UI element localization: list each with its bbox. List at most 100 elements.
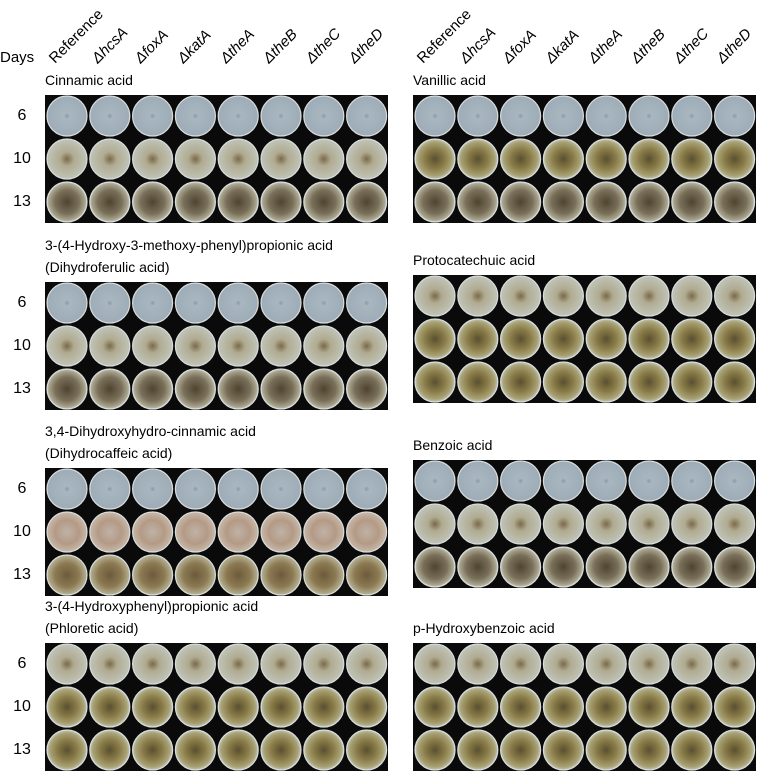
day-label: 10 [13, 150, 31, 167]
panel-title: Protocatechuic acid [413, 252, 535, 268]
petri-dish [542, 686, 585, 728]
petri-dish [628, 729, 670, 771]
petri-dish [628, 95, 670, 137]
petri-dish [132, 282, 174, 324]
petri-dish [414, 643, 456, 685]
petri-dish [414, 181, 456, 223]
petri-dish [585, 686, 627, 728]
petri-dish [217, 729, 259, 771]
petri-dish [89, 181, 131, 223]
day-label: 6 [18, 480, 27, 497]
column-header: ΔtheA [584, 26, 626, 68]
panel-title: (Phloretic acid) [45, 620, 138, 636]
panel-title: Cinnamic acid [45, 72, 133, 88]
petri-dish [542, 275, 585, 317]
petri-dish [414, 546, 456, 588]
petri-dish [499, 95, 542, 137]
petri-dish [46, 138, 88, 180]
petri-dish [303, 729, 345, 771]
petri-dish [671, 318, 713, 360]
petri-dish [499, 729, 542, 771]
petri-dish [628, 181, 670, 223]
petri-dish [46, 729, 88, 771]
petri-dish [46, 282, 88, 324]
petri-dish [414, 275, 456, 317]
petri-dish [132, 729, 174, 771]
petri-dish [132, 95, 174, 137]
column-header: ΔtheC [670, 25, 712, 67]
petri-dish [542, 181, 585, 223]
petri-dish [303, 468, 345, 510]
petri-dish [46, 325, 88, 367]
petri-dish [89, 643, 131, 685]
petri-dish [628, 503, 670, 545]
column-header: ΔkatA [174, 26, 215, 67]
petri-dish [346, 643, 388, 685]
petri-dish [499, 361, 542, 403]
petri-dish [217, 181, 259, 223]
petri-dish [457, 546, 499, 588]
petri-dish [217, 95, 259, 137]
petri-dish [260, 686, 302, 728]
petri-dish [260, 138, 302, 180]
petri-dish [346, 282, 388, 324]
petri-dish [499, 181, 542, 223]
petri-dish [303, 325, 345, 367]
petri-dish [671, 460, 713, 502]
petri-dish [671, 95, 713, 137]
day-label: 13 [13, 741, 31, 758]
column-header: ΔtheD [713, 25, 755, 67]
petri-dish [499, 643, 542, 685]
petri-dish [46, 181, 88, 223]
day-label: 13 [13, 566, 31, 583]
day-label: 6 [18, 655, 27, 672]
petri-dish [671, 686, 713, 728]
panel-title: (Dihydroferulic acid) [45, 259, 169, 275]
day-label: 6 [18, 107, 27, 124]
days-label: Days [0, 49, 34, 66]
petri-dish [713, 181, 756, 223]
petri-dish [303, 282, 345, 324]
petri-dish [542, 643, 585, 685]
petri-dish [174, 554, 216, 596]
petri-dish [46, 95, 88, 137]
petri-dish [89, 282, 131, 324]
petri-dish [628, 318, 670, 360]
column-header: ΔhcsA [88, 24, 131, 67]
column-header: ΔtheA [216, 26, 258, 68]
petri-dish [346, 729, 388, 771]
petri-dish [542, 318, 585, 360]
petri-dish [713, 95, 756, 137]
petri-dish [713, 275, 756, 317]
petri-dish [585, 318, 627, 360]
day-label: 10 [13, 698, 31, 715]
petri-dish [217, 511, 259, 553]
petri-dish [346, 138, 388, 180]
petri-dish [132, 368, 174, 410]
petri-dish [713, 361, 756, 403]
petri-dish [346, 686, 388, 728]
petri-dish [174, 368, 216, 410]
petri-dish [713, 503, 756, 545]
petri-dish [628, 361, 670, 403]
petri-dish [46, 368, 88, 410]
day-label: 6 [18, 294, 27, 311]
column-header: ΔtheB [627, 26, 669, 68]
petri-dish [457, 361, 499, 403]
petri-dish [303, 368, 345, 410]
petri-dish [457, 138, 499, 180]
petri-dish [132, 325, 174, 367]
petri-dish [217, 368, 259, 410]
petri-dish [260, 95, 302, 137]
petri-dish [217, 138, 259, 180]
petri-dish [671, 503, 713, 545]
petri-dish [585, 275, 627, 317]
petri-dish [174, 95, 216, 137]
column-header: ΔtheB [259, 26, 301, 68]
petri-dish [217, 554, 259, 596]
petri-dish [132, 686, 174, 728]
petri-dish [414, 318, 456, 360]
petri-dish [414, 361, 456, 403]
petri-dish [499, 460, 542, 502]
day-label: 13 [13, 193, 31, 210]
